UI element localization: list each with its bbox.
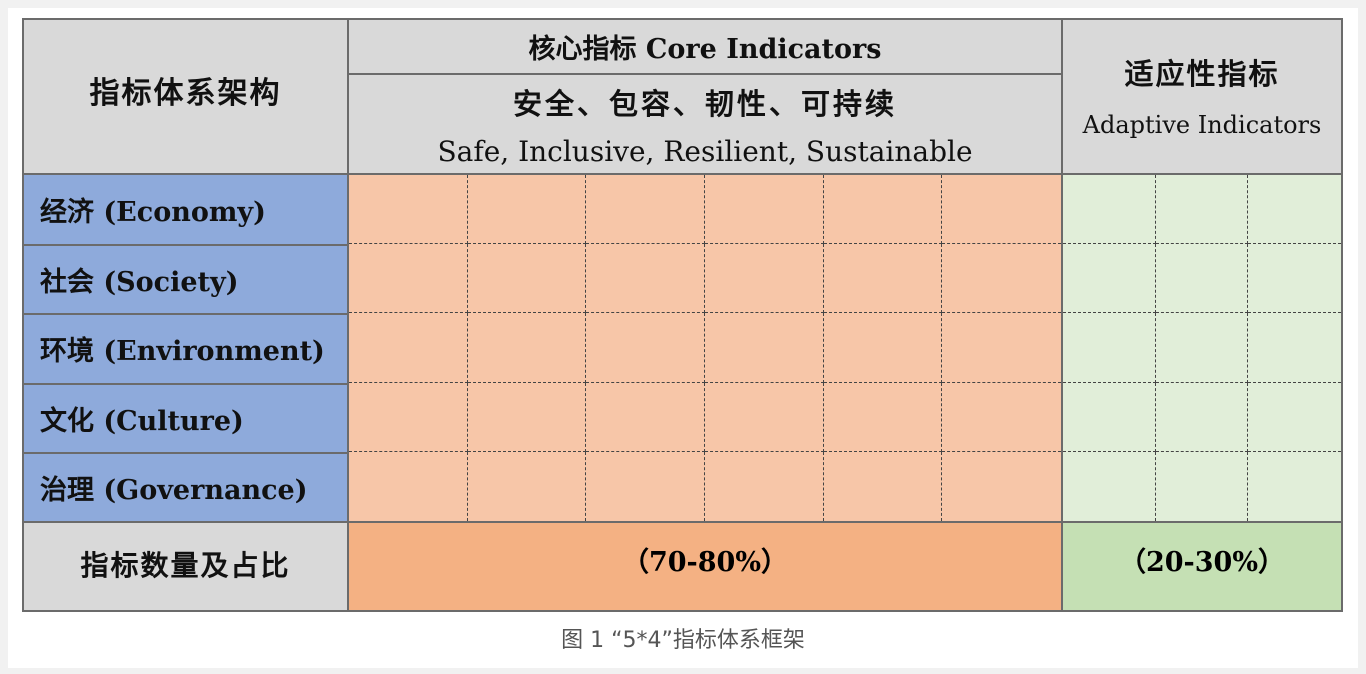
core-indicator-cell	[705, 451, 824, 521]
core-indicator-cell	[824, 451, 943, 521]
indicator-framework-table: 指标体系架构 核心指标 Core Indicators 安全、包容、韧性、可持续…	[22, 18, 1343, 612]
dimension-list: 经济 (Economy) 社会 (Society) 环境 (Environmen…	[24, 175, 349, 523]
core-indicator-cell	[823, 244, 943, 314]
core-share-cell: （70-80%）	[349, 523, 1063, 610]
count-label-cell: 指标数量及占比	[24, 523, 349, 610]
figure-caption: 图 1 “5*4”指标体系框架	[561, 628, 805, 653]
core-indicator-cell	[586, 451, 705, 521]
core-indicator-cell	[467, 382, 587, 452]
adaptive-indicator-cell	[1155, 313, 1249, 383]
dimension-culture: 文化 (Culture)	[24, 382, 347, 452]
core-indicator-cell	[586, 313, 705, 383]
core-indicator-cell	[942, 452, 1061, 521]
core-indicator-cell	[586, 244, 705, 314]
core-indicator-cell	[586, 175, 705, 245]
dimension-society: 社会 (Society)	[24, 244, 347, 313]
core-indicator-cell	[349, 244, 468, 314]
core-indicator-cell	[942, 313, 1061, 383]
core-indicator-cell	[704, 382, 824, 452]
count-label: 指标数量及占比	[80, 548, 291, 582]
core-indicator-cell	[467, 244, 587, 314]
core-indicators-title: 核心指标 Core Indicators	[349, 20, 1061, 75]
adaptive-title-en: Adaptive Indicators	[1082, 110, 1322, 139]
adaptive-indicator-cell	[1063, 382, 1156, 452]
adaptive-indicator-cell	[1248, 383, 1341, 452]
adaptive-indicator-cell	[1063, 313, 1156, 383]
core-indicators-header: 核心指标 Core Indicators 安全、包容、韧性、可持续 Safe, …	[349, 20, 1063, 175]
core-indicator-cell	[704, 313, 824, 383]
adaptive-indicator-cell	[1248, 313, 1341, 383]
core-indicator-cell	[467, 175, 587, 245]
adaptive-title-cn: 适应性指标	[1124, 56, 1280, 91]
core-indicator-cell	[823, 175, 943, 245]
adaptive-indicator-cell	[1248, 175, 1341, 245]
core-indicator-cell	[942, 383, 1061, 452]
adaptive-indicator-cell	[1155, 382, 1249, 452]
architecture-label: 指标体系架构	[89, 75, 282, 111]
core-indicators-subtitle: 安全、包容、韧性、可持续 Safe, Inclusive, Resilient,…	[349, 75, 1061, 173]
core-indicator-cell	[704, 244, 824, 314]
adaptive-indicator-cell	[1155, 175, 1249, 245]
adaptive-indicator-cell	[1248, 452, 1341, 521]
adaptive-share: （20-30%）	[1118, 547, 1285, 578]
core-share: （70-80%）	[621, 547, 788, 578]
adaptive-indicator-grid	[1063, 175, 1341, 523]
adaptive-indicator-cell	[1248, 244, 1341, 314]
adaptive-indicator-cell	[1156, 451, 1249, 521]
core-indicator-cell	[349, 175, 468, 245]
core-indicator-cell	[349, 382, 468, 452]
architecture-header: 指标体系架构	[24, 20, 349, 175]
adaptive-indicators-header: 适应性指标 Adaptive Indicators	[1063, 20, 1341, 175]
core-subtitle-cn: 安全、包容、韧性、可持续	[512, 86, 897, 121]
dimension-governance: 治理 (Governance)	[24, 451, 347, 521]
core-indicator-cell	[586, 382, 705, 452]
adaptive-indicator-cell	[1155, 244, 1249, 314]
core-indicator-cell	[349, 313, 468, 383]
core-indicator-cell	[704, 175, 824, 245]
dimension-economy: 经济 (Economy)	[40, 197, 266, 229]
core-indicator-cell	[823, 382, 943, 452]
core-indicator-cell	[468, 451, 587, 521]
core-indicator-cell	[467, 313, 587, 383]
core-indicator-cell	[942, 175, 1061, 245]
core-indicator-cell	[823, 313, 943, 383]
dimension-environment: 环境 (Environment)	[24, 313, 347, 382]
adaptive-indicator-cell	[1063, 244, 1156, 314]
core-indicator-grid	[349, 175, 1063, 523]
adaptive-indicator-cell	[1063, 451, 1156, 521]
adaptive-share-cell: （20-30%）	[1063, 523, 1341, 610]
core-subtitle-en: Safe, Inclusive, Resilient, Sustainable	[437, 134, 973, 168]
core-indicator-cell	[349, 451, 468, 521]
core-indicator-cell	[942, 244, 1061, 314]
adaptive-indicator-cell	[1063, 175, 1156, 245]
